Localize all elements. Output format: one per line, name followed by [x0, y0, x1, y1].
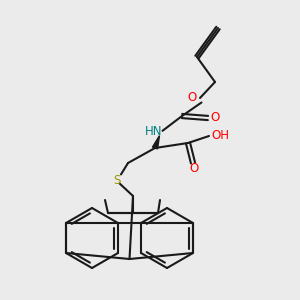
Text: O: O — [187, 91, 196, 103]
Text: O: O — [189, 162, 198, 175]
Text: O: O — [210, 111, 219, 124]
Text: HN: HN — [145, 124, 162, 138]
Text: OH: OH — [212, 129, 230, 142]
Text: S: S — [113, 174, 121, 187]
Polygon shape — [152, 136, 160, 149]
